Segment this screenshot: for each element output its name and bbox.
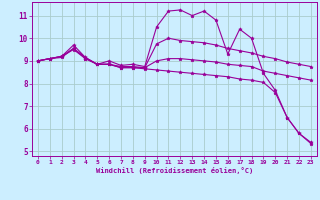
X-axis label: Windchill (Refroidissement éolien,°C): Windchill (Refroidissement éolien,°C) (96, 167, 253, 174)
